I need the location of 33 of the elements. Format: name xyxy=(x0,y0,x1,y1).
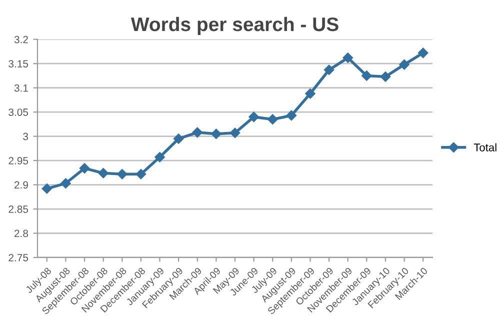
point xyxy=(173,134,184,144)
point xyxy=(60,178,71,188)
point xyxy=(380,72,391,82)
y-tick-label: 2.8 xyxy=(14,230,28,238)
point xyxy=(42,184,52,194)
y-tick-label: 2.9 xyxy=(14,181,28,189)
point xyxy=(154,152,165,162)
y-tick-label: 2.75 xyxy=(8,254,28,262)
point xyxy=(305,88,316,99)
legend-label: Total xyxy=(474,143,496,152)
point xyxy=(418,48,428,58)
y-tick-label: 3.2 xyxy=(14,36,28,44)
point xyxy=(98,168,108,178)
point xyxy=(324,64,334,76)
y-tick-label: 3.05 xyxy=(8,108,28,116)
point xyxy=(268,114,278,124)
point xyxy=(342,52,353,63)
y-tick-label: 2.95 xyxy=(8,157,28,164)
point xyxy=(399,59,410,70)
point xyxy=(230,128,240,138)
point xyxy=(362,70,372,81)
y-tick-label: 2.85 xyxy=(8,206,28,213)
chart-title: Words per search - US xyxy=(130,16,338,36)
point xyxy=(286,110,297,121)
y-tick-label: 3.1 xyxy=(14,84,28,92)
point xyxy=(79,163,90,174)
y-tick-label: 3 xyxy=(23,132,28,140)
point xyxy=(211,128,222,139)
point xyxy=(136,168,146,180)
point xyxy=(117,168,128,180)
point xyxy=(248,112,259,122)
y-tick-label: 3.15 xyxy=(8,60,28,68)
point xyxy=(192,127,202,138)
